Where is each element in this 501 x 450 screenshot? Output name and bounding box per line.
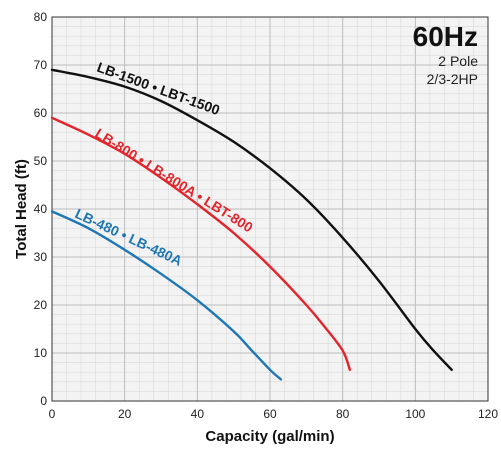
- y-tick-labels: 0 10 20 30 40 50 60 70 80: [34, 10, 48, 408]
- x-tick-label: 100: [405, 407, 425, 421]
- x-axis-title: Capacity (gal/min): [205, 428, 334, 445]
- y-tick-label: 0: [40, 394, 47, 408]
- y-tick-label: 30: [34, 250, 48, 264]
- y-tick-label: 20: [34, 298, 48, 312]
- chart-subtitle-line-2: 2/3-2HP: [427, 71, 478, 87]
- y-tick-label: 80: [34, 10, 48, 24]
- x-tick-labels: 0 20 40 60 80 100 120: [49, 407, 499, 421]
- x-tick-label: 40: [191, 407, 205, 421]
- y-tick-label: 40: [34, 202, 48, 216]
- series-line-0: [50, 68, 453, 371]
- plot-frame: [51, 16, 489, 402]
- y-tick-label: 10: [34, 346, 48, 360]
- y-tick-label: 70: [34, 58, 48, 72]
- x-tick-label: 0: [49, 407, 56, 421]
- x-tick-label: 80: [336, 407, 350, 421]
- chart-subtitle-line-1: 2 Pole: [438, 53, 478, 69]
- chart-title: 60Hz: [413, 21, 478, 52]
- y-tick-label: 50: [34, 154, 48, 168]
- x-tick-label: 120: [478, 407, 498, 421]
- x-tick-label: 60: [263, 407, 277, 421]
- y-tick-label: 60: [34, 106, 48, 120]
- series-line-1: [50, 116, 352, 371]
- y-axis-title: Total Head (ft): [13, 159, 30, 259]
- series-line-2: [50, 210, 283, 381]
- series-lines: [50, 68, 453, 381]
- x-tick-label: 20: [118, 407, 132, 421]
